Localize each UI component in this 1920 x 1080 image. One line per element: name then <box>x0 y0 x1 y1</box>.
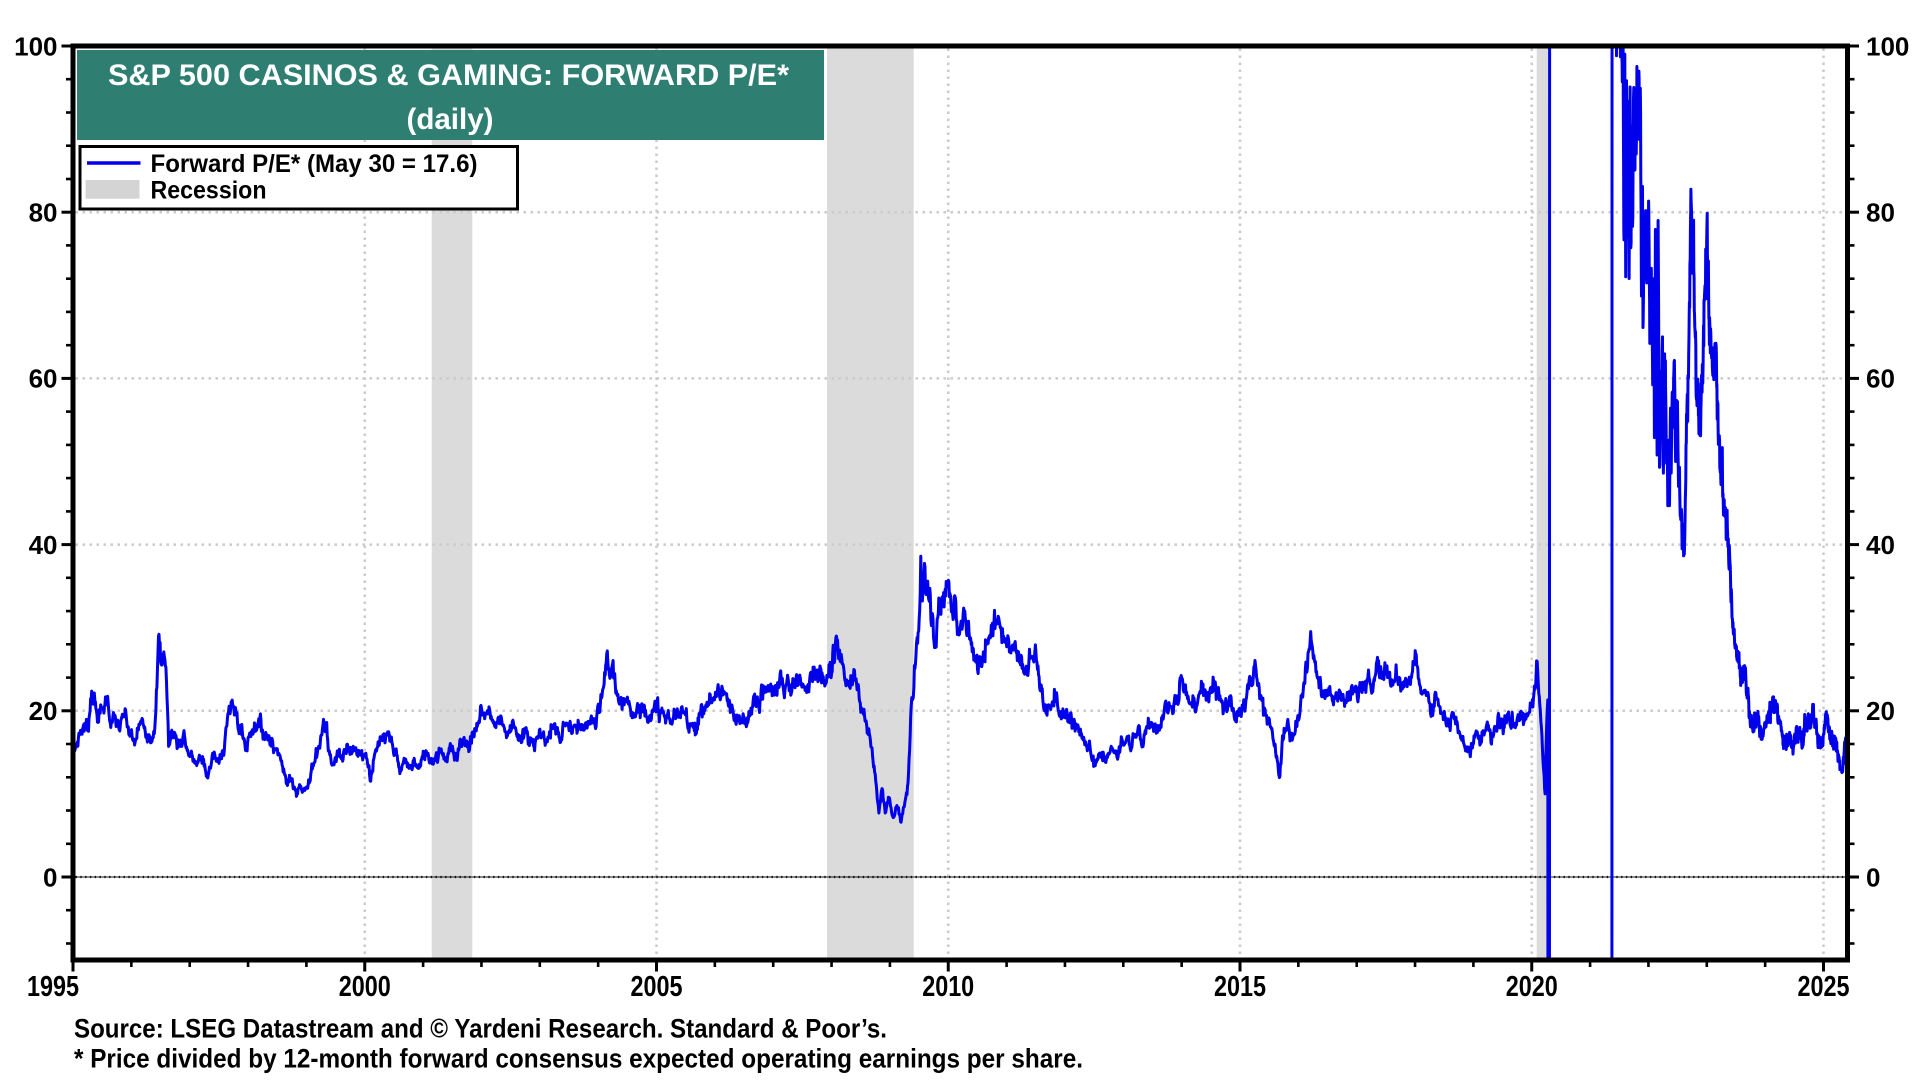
svg-text:2005: 2005 <box>631 971 683 1003</box>
svg-text:2010: 2010 <box>922 971 974 1003</box>
svg-text:2000: 2000 <box>339 971 391 1003</box>
svg-text:0: 0 <box>43 862 57 892</box>
svg-text:Source: LSEG Datastream and ©: Source: LSEG Datastream and © Yardeni Re… <box>74 1013 887 1043</box>
svg-text:60: 60 <box>29 364 58 394</box>
svg-text:Recession: Recession <box>151 177 267 205</box>
svg-text:100: 100 <box>14 31 57 61</box>
svg-text:80: 80 <box>1866 198 1895 228</box>
svg-text:S&P 500 CASINOS & GAMING: FORW: S&P 500 CASINOS & GAMING: FORWARD P/E* <box>108 59 789 92</box>
svg-text:20: 20 <box>1866 696 1895 726</box>
svg-text:100: 100 <box>1866 31 1909 61</box>
svg-text:20: 20 <box>29 696 58 726</box>
svg-text:1995: 1995 <box>27 971 79 1003</box>
svg-text:(daily): (daily) <box>407 103 494 136</box>
svg-text:* Price divided by 12-month fo: * Price divided by 12-month forward cons… <box>74 1043 1083 1073</box>
svg-text:40: 40 <box>29 530 58 560</box>
svg-text:Forward P/E* (May 30 = 17.6): Forward P/E* (May 30 = 17.6) <box>151 150 478 178</box>
svg-text:40: 40 <box>1866 530 1895 560</box>
svg-text:60: 60 <box>1866 364 1895 394</box>
svg-text:2025: 2025 <box>1798 971 1850 1003</box>
svg-text:0: 0 <box>1866 862 1880 892</box>
svg-text:80: 80 <box>29 198 58 228</box>
svg-text:2020: 2020 <box>1506 971 1558 1003</box>
svg-text:2015: 2015 <box>1214 971 1266 1003</box>
